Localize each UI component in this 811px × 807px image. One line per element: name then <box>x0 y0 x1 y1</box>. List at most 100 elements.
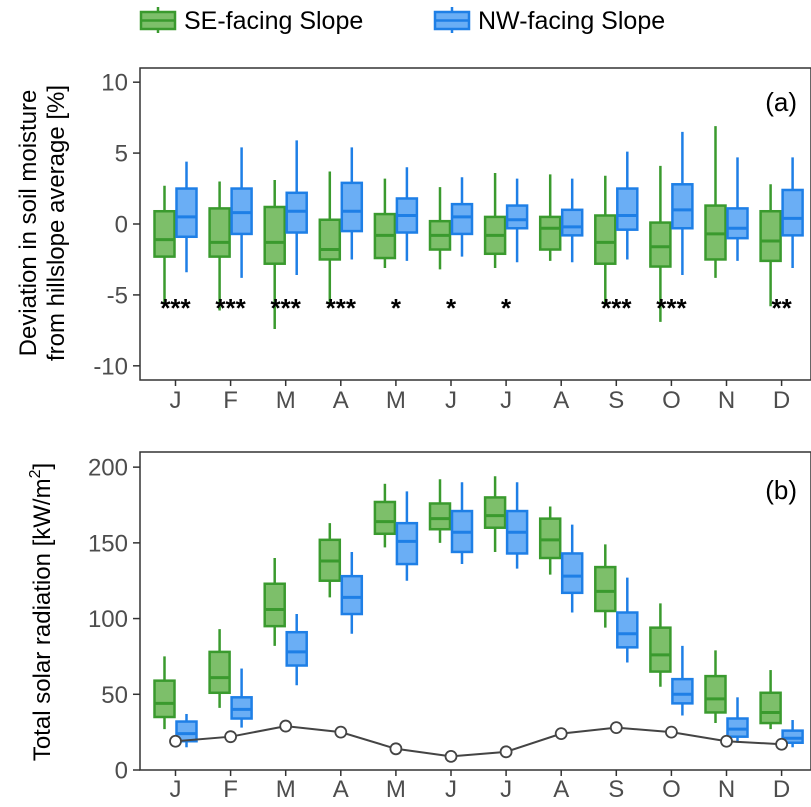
panel-b-line-point-0 <box>169 734 182 748</box>
a-ytick-label-1: 5 <box>115 141 128 168</box>
b-iqr-se-0 <box>153 679 176 719</box>
b-iqr-se-9 <box>649 626 672 673</box>
a-box-se-0 <box>153 185 176 305</box>
a-box-se-7 <box>538 174 562 261</box>
a-xtick-label-10: N <box>718 387 735 414</box>
panel-b-ylabel-end: ] <box>29 463 56 470</box>
a-iqr-se-3 <box>318 218 342 261</box>
b-box-nw-9 <box>671 645 694 716</box>
a-iqr-se-7 <box>538 215 562 251</box>
a-box-se-8 <box>594 175 617 305</box>
b-iqr-nw-8 <box>616 611 639 649</box>
a-iqr-nw-5 <box>450 202 474 236</box>
panel-b-line <box>169 719 788 763</box>
a-box-nw-4 <box>395 167 419 261</box>
b-box-se-3 <box>318 523 342 598</box>
a-box-se-9 <box>649 165 672 322</box>
panel-b-line-path <box>175 725 782 758</box>
b-iqr-nw-1 <box>230 696 253 720</box>
a-box-nw-7 <box>560 178 584 263</box>
a-xtick-label-3: A <box>333 387 349 414</box>
b-box-se-8 <box>594 544 617 628</box>
b-iqr-nw-4 <box>395 521 419 566</box>
panel-a-significance-9: *** <box>656 293 687 323</box>
panel-a-significance-6: * <box>501 293 512 323</box>
panel-a-significance-5: * <box>446 293 457 323</box>
b-xtick-label-3: A <box>333 776 349 803</box>
b-box-se-5 <box>428 479 452 543</box>
a-iqr-se-2 <box>263 205 286 265</box>
a-iqr-nw-7 <box>560 208 584 237</box>
panel-b-line-point-3 <box>334 725 348 739</box>
panel-a-significance-4: * <box>391 293 402 323</box>
a-xtick-label-9: O <box>662 387 681 414</box>
a-box-se-11 <box>759 184 782 307</box>
a-box-se-2 <box>263 180 286 329</box>
b-xtick-label-7: A <box>553 776 569 803</box>
legend-se-label: SE-facing Slope <box>184 7 363 35</box>
panel-a-ylabel-line1: Deviation in soil moisture <box>15 90 42 357</box>
legend: SE-facing Slope NW-facing Slope <box>139 7 665 35</box>
b-box-nw-3 <box>340 551 364 634</box>
a-box-nw-3 <box>340 147 364 260</box>
a-xtick-label-8: S <box>608 387 624 414</box>
b-iqr-se-5 <box>428 502 452 531</box>
panel-b-line-point-11 <box>775 737 788 751</box>
a-box-se-1 <box>208 181 231 311</box>
b-iqr-nw-11 <box>781 729 804 744</box>
panel-b-line-point-2 <box>279 719 293 733</box>
b-box-se-7 <box>538 506 562 575</box>
a-box-nw-8 <box>616 151 639 260</box>
panel-b-line-point-7 <box>554 727 568 741</box>
legend-nw-label: NW-facing Slope <box>478 7 665 35</box>
b-iqr-se-11 <box>759 691 782 725</box>
b-iqr-se-4 <box>373 500 397 536</box>
b-xtick-label-6: J <box>500 776 512 803</box>
a-box-nw-10 <box>726 157 749 261</box>
b-iqr-nw-3 <box>340 574 364 616</box>
b-iqr-nw-9 <box>671 677 694 705</box>
panel-a: Deviation in soil moisture from hillslop… <box>15 67 811 414</box>
panel-a-significance: *** *** *** *** * * * *** *** ** <box>160 293 792 323</box>
b-box-nw-2 <box>285 614 308 686</box>
b-box-nw-6 <box>505 482 529 569</box>
b-box-se-6 <box>483 476 507 552</box>
b-box-nw-1 <box>230 668 253 728</box>
b-xtick-label-0: J <box>170 776 182 803</box>
a-xtick-label-2: M <box>276 387 296 414</box>
a-iqr-nw-6 <box>505 204 529 230</box>
panel-b-boxes <box>153 476 804 748</box>
panel-a-significance-8: *** <box>601 293 632 323</box>
a-box-nw-2 <box>285 140 308 276</box>
b-iqr-se-7 <box>538 517 562 560</box>
a-xtick-label-7: A <box>553 387 569 414</box>
legend-item-nw: NW-facing Slope <box>433 7 665 35</box>
a-box-nw-6 <box>505 178 529 263</box>
b-box-nw-7 <box>560 524 584 613</box>
b-xtick-label-2: M <box>276 776 296 803</box>
a-box-nw-11 <box>781 157 804 268</box>
panel-a-significance-1: *** <box>215 293 246 323</box>
b-box-nw-5 <box>450 482 474 565</box>
b-xtick-label-10: N <box>718 776 735 803</box>
b-iqr-se-6 <box>483 496 507 529</box>
b-box-se-1 <box>208 629 231 708</box>
panel-b-tag: (b) <box>765 475 797 505</box>
b-box-nw-8 <box>616 577 639 663</box>
panel-b-line-point-1 <box>224 730 238 744</box>
panel-a-significance-11: ** <box>771 293 792 323</box>
panel-a-significance-0: *** <box>160 293 191 323</box>
a-ytick-label-3: -5 <box>107 282 128 309</box>
a-box-se-10 <box>704 126 727 278</box>
a-iqr-se-9 <box>649 221 672 268</box>
a-ytick-label-2: 0 <box>115 212 128 239</box>
b-box-se-4 <box>373 483 397 548</box>
b-iqr-nw-10 <box>726 717 749 738</box>
panel-b-ylabel-sup: 2 <box>27 469 44 478</box>
panel-a-significance-3: *** <box>326 293 357 323</box>
a-xtick-label-0: J <box>170 387 182 414</box>
a-xtick-label-11: D <box>773 387 790 414</box>
b-xtick-label-8: S <box>608 776 624 803</box>
b-xtick-label-5: J <box>445 776 457 803</box>
